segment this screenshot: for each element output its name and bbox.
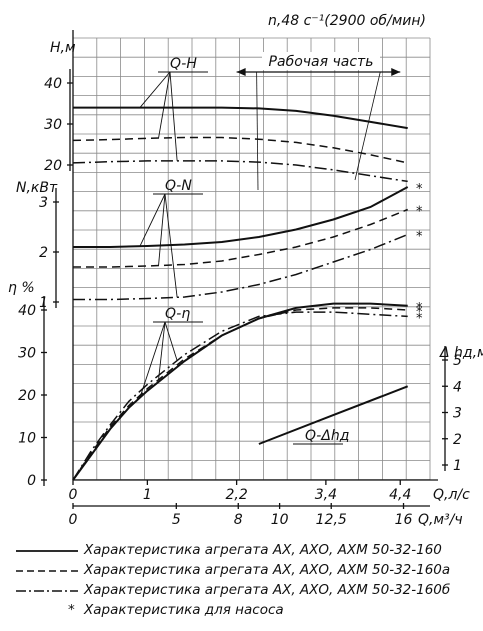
- series-line-dashed: [72, 307, 408, 481]
- legend-swatch-dashed: [16, 570, 78, 572]
- series-line-dash-dot: [72, 311, 408, 481]
- tick-label: 0: [27, 473, 36, 489]
- grid: [72, 37, 431, 481]
- pump-mark: *: [416, 182, 423, 197]
- tick-label: 40: [44, 76, 62, 92]
- series-line-dash-dot: [72, 160, 408, 183]
- legend-item: Характеристика агрегата АХ, АХО, АХМ 50-…: [12, 560, 482, 580]
- tick-label: 4: [453, 379, 462, 395]
- pump-mark: *: [416, 230, 423, 245]
- x2-tick-label: 0: [69, 512, 78, 528]
- series-line-dashed: [73, 208, 408, 268]
- legend-label: Характеристика агрегата АХ, АХО, АХМ 50-…: [84, 542, 442, 558]
- x-tick-label: 1: [143, 487, 152, 503]
- legend: Характеристика агрегата АХ, АХО, АХМ 50-…: [12, 540, 482, 620]
- x2-tick-label: 5: [172, 512, 181, 528]
- legend-label: Характеристика для насоса: [84, 602, 284, 618]
- tick-label: 30: [44, 117, 62, 133]
- axis-title: N,кВт: [16, 180, 58, 196]
- series-line-solid: [73, 106, 408, 130]
- leader-line: [164, 193, 178, 298]
- leader-line: [139, 193, 166, 247]
- x2-tick-label: 8: [234, 512, 243, 528]
- legend-item: Характеристика агрегата АХ, АХО, АХМ 50-…: [12, 540, 482, 560]
- axis-title: Н,м: [50, 40, 76, 56]
- legend-label: Характеристика агрегата АХ, АХО, АХМ 50-…: [84, 582, 451, 598]
- chart-title: n,48 с⁻¹(2900 об/мин): [268, 13, 426, 29]
- tick-label: 2: [39, 245, 48, 261]
- tick-label: 30: [18, 346, 36, 362]
- leader-line: [158, 193, 166, 266]
- x-axis-title: Q,л/с: [433, 487, 470, 503]
- tick-label: 40: [18, 303, 36, 319]
- tick-label: 5: [453, 353, 462, 369]
- x-tick-label: 3,4: [315, 487, 337, 503]
- marks: [72, 52, 409, 481]
- working-zone-label-bg: [262, 52, 380, 70]
- tick-label: 3: [39, 195, 48, 211]
- x2-axis-title: Q,м³/ч: [418, 512, 463, 528]
- x-tick-label: 2,2: [225, 487, 247, 503]
- legend-swatch-dashdot: [16, 590, 78, 592]
- x2-tick-label: 16: [395, 512, 413, 528]
- series-name-label: Q-H: [170, 56, 197, 72]
- series-name-label: Q-Δhд: [305, 428, 349, 444]
- pump-mark: *: [416, 205, 423, 220]
- arrow-head-left-icon: [236, 68, 246, 76]
- leader-line: [139, 71, 171, 108]
- pump-mark: *: [416, 301, 423, 316]
- legend-swatch-solid: [16, 550, 78, 552]
- legend-item: * Характеристика для насоса: [12, 600, 482, 620]
- series-line-solid: [258, 385, 409, 445]
- leader-line: [169, 71, 178, 161]
- arrow-head-right-icon: [391, 68, 401, 76]
- tick-label: 2: [453, 432, 462, 448]
- leader-line: [164, 321, 178, 361]
- series-line-solid: [72, 302, 408, 481]
- x-tick-label: 4,4: [389, 487, 411, 503]
- leader-line: [158, 71, 171, 139]
- working-zone-leader: [354, 71, 381, 181]
- series-line-solid: [73, 186, 409, 248]
- axis-title: Δ hд,м: [439, 345, 483, 361]
- series-name-label: Q-η: [165, 306, 190, 322]
- tick-label: 1: [39, 295, 48, 311]
- working-zone-label: Рабочая часть: [269, 54, 374, 70]
- series-name-label: Q-N: [165, 178, 192, 194]
- tick-label: 20: [44, 158, 62, 174]
- x2-tick-label: 10: [271, 512, 289, 528]
- tick-label: 10: [18, 431, 36, 447]
- pump-mark: *: [416, 305, 423, 320]
- series-line-dash-dot: [73, 233, 408, 301]
- pump-mark: *: [416, 311, 423, 326]
- x2-tick-label: 12,5: [316, 512, 347, 528]
- leader-line: [158, 321, 166, 380]
- axes: [41, 30, 448, 509]
- tick-label: 20: [18, 388, 36, 404]
- legend-label: Характеристика агрегата АХ, АХО, АХМ 50-…: [84, 562, 451, 578]
- tick-label: 1: [453, 458, 462, 474]
- leader-line: [139, 321, 166, 398]
- tick-label: 3: [453, 406, 462, 422]
- working-zone-leader: [256, 71, 259, 191]
- axis-title: η %: [8, 280, 35, 296]
- x-tick-label: 0: [69, 487, 78, 503]
- legend-item: Характеристика агрегата АХ, АХО, АХМ 50-…: [12, 580, 482, 600]
- legend-star-icon: *: [68, 602, 75, 618]
- series-line-dashed: [72, 136, 408, 164]
